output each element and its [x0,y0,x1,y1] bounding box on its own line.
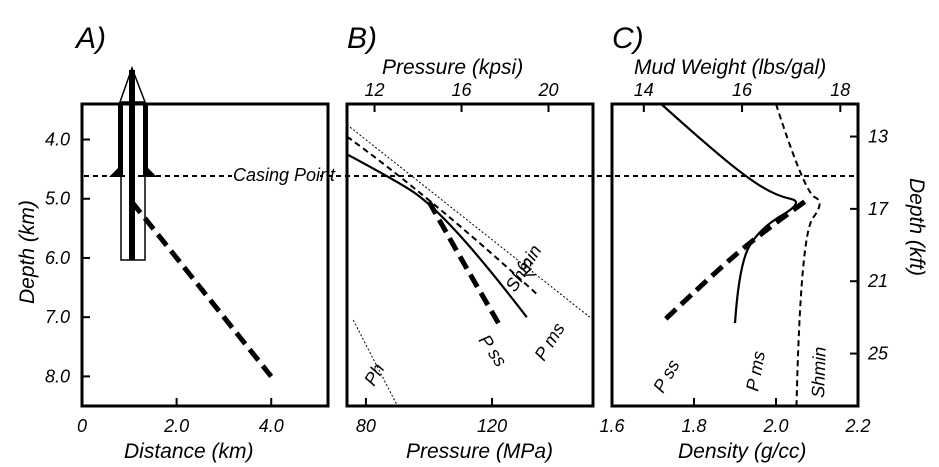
y-tick-label: 4.0 [45,130,70,150]
panel-c-right-axis-label: Depth (kft) [905,178,928,276]
top-tick-label: 12 [365,80,385,100]
series-line-pms-p3 [660,103,798,324]
x-tick-label: 2.2 [844,416,870,436]
x-tick-label: 80 [356,416,376,436]
series-label-pms-c: P ms [742,349,769,392]
casing-point-label-bg [232,163,320,185]
casing-shoe-left [109,163,123,177]
top-tick-label: 16 [732,80,753,100]
panel-a-x-axis-label: Distance (km) [124,440,254,463]
y-tick-label: 5.0 [45,189,70,209]
top-tick-label: 18 [830,80,850,100]
right-tick-label: 25 [867,344,889,364]
series-line-well-path-p1 [129,200,274,378]
series-layer [129,103,821,407]
panel-label-c: C) [612,22,644,55]
well-schematic [109,65,157,261]
panel-b-x-axis-label: Pressure (MPa) [406,440,553,463]
panel-b-frame [345,102,595,408]
drill-string [129,70,135,260]
series-label-pss-c: P ss [649,356,683,396]
series-label-shmin-c: Shmin [808,346,830,398]
x-tick-label: 0 [77,416,87,436]
tick-marks: 4.0 5.0 6.0 7.0 8.0 0 2.0 4.0 80 120 1.6 1.8 2.0 2.2 1… [45,80,889,436]
y-tick-label: 8.0 [45,366,70,386]
series-line-shmin-p2 [346,135,537,295]
top-tick-label: 20 [538,80,559,100]
series-label-pss-b: P ss [475,331,511,371]
panel-a-y-axis-label: Depth (km) [16,200,39,304]
series-line-pms-p2 [346,153,528,318]
series-line-ph-p2 [352,319,398,407]
x-tick-label: 120 [477,416,507,436]
series-line-pss-p3 [659,199,807,325]
series-line-shmin-p3 [775,103,821,407]
x-tick-label: 2.0 [762,416,788,436]
x-tick-label: 1.8 [681,416,706,436]
panel-b-top-axis-label: Pressure (kpsi) [382,56,523,79]
panel-c-x-axis-label: Density (g/cc) [678,440,806,463]
casing-shoe-right [143,163,157,177]
casing-right [143,104,148,174]
panel-c-top-axis-label: Mud Weight (lbs/gal) [634,56,826,79]
casing-left [118,104,123,174]
panel-label-a: A) [74,22,106,55]
series-line-sv-p2 [346,124,591,318]
panel-a-frame [80,102,330,408]
y-tick-label: 7.0 [45,307,70,327]
series-label-pms-b: P ms [530,319,568,364]
panel-c-frame [610,102,860,408]
right-tick-label: 17 [868,199,889,219]
panel-label-b: B) [347,22,377,55]
series-line-pss-p2 [426,200,501,325]
right-tick-label: 21 [867,271,888,291]
x-tick-label: 4.0 [259,416,284,436]
x-tick-label: 1.6 [599,416,625,436]
x-tick-label: 2.0 [163,416,189,436]
series-label-ph: Ph [360,360,388,389]
right-tick-label: 13 [868,127,888,147]
top-tick-label: 16 [452,80,473,100]
top-tick-label: 14 [634,80,654,100]
y-tick-label: 6.0 [45,248,70,268]
casing-point-label: Casing Point [233,165,336,185]
